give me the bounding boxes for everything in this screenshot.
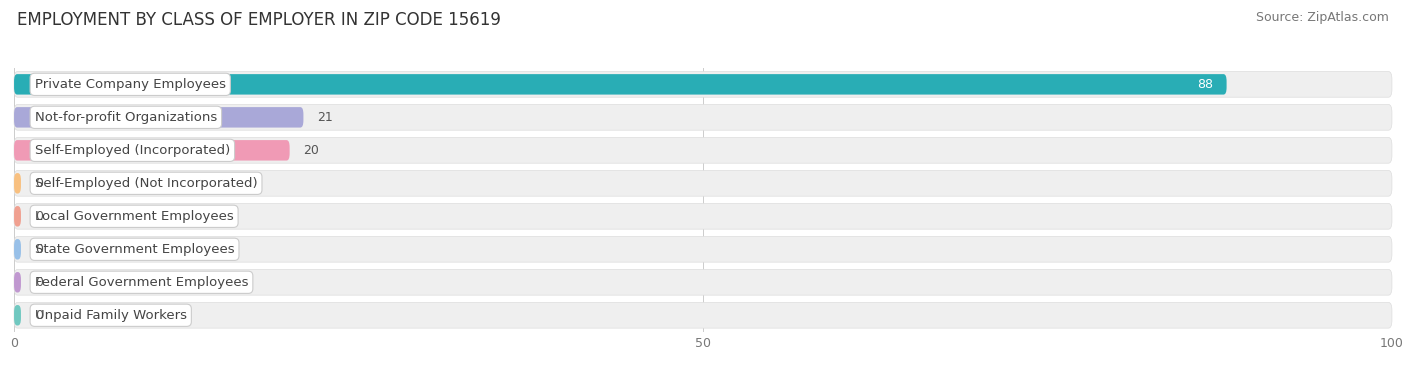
FancyBboxPatch shape <box>14 270 1392 295</box>
FancyBboxPatch shape <box>14 104 1392 130</box>
FancyBboxPatch shape <box>14 206 21 227</box>
Text: Local Government Employees: Local Government Employees <box>35 210 233 223</box>
Text: Not-for-profit Organizations: Not-for-profit Organizations <box>35 111 217 124</box>
Text: Federal Government Employees: Federal Government Employees <box>35 276 249 289</box>
Text: Source: ZipAtlas.com: Source: ZipAtlas.com <box>1256 11 1389 24</box>
Text: 0: 0 <box>35 243 42 256</box>
FancyBboxPatch shape <box>14 170 1392 196</box>
FancyBboxPatch shape <box>14 138 1392 163</box>
Text: 20: 20 <box>304 144 319 157</box>
FancyBboxPatch shape <box>14 173 21 193</box>
FancyBboxPatch shape <box>14 74 1226 95</box>
Text: 88: 88 <box>1197 78 1213 91</box>
Text: EMPLOYMENT BY CLASS OF EMPLOYER IN ZIP CODE 15619: EMPLOYMENT BY CLASS OF EMPLOYER IN ZIP C… <box>17 11 501 29</box>
Text: 0: 0 <box>35 276 42 289</box>
Text: State Government Employees: State Government Employees <box>35 243 235 256</box>
Text: 0: 0 <box>35 177 42 190</box>
FancyBboxPatch shape <box>14 272 21 293</box>
FancyBboxPatch shape <box>14 236 1392 262</box>
Text: Self-Employed (Incorporated): Self-Employed (Incorporated) <box>35 144 231 157</box>
Text: Unpaid Family Workers: Unpaid Family Workers <box>35 309 187 322</box>
Text: 21: 21 <box>318 111 333 124</box>
Text: 0: 0 <box>35 309 42 322</box>
Text: Private Company Employees: Private Company Employees <box>35 78 226 91</box>
FancyBboxPatch shape <box>14 305 21 325</box>
FancyBboxPatch shape <box>14 72 1392 97</box>
FancyBboxPatch shape <box>14 204 1392 229</box>
Text: 0: 0 <box>35 210 42 223</box>
FancyBboxPatch shape <box>14 107 304 127</box>
FancyBboxPatch shape <box>14 140 290 161</box>
Text: Self-Employed (Not Incorporated): Self-Employed (Not Incorporated) <box>35 177 257 190</box>
FancyBboxPatch shape <box>14 302 1392 328</box>
FancyBboxPatch shape <box>14 239 21 259</box>
